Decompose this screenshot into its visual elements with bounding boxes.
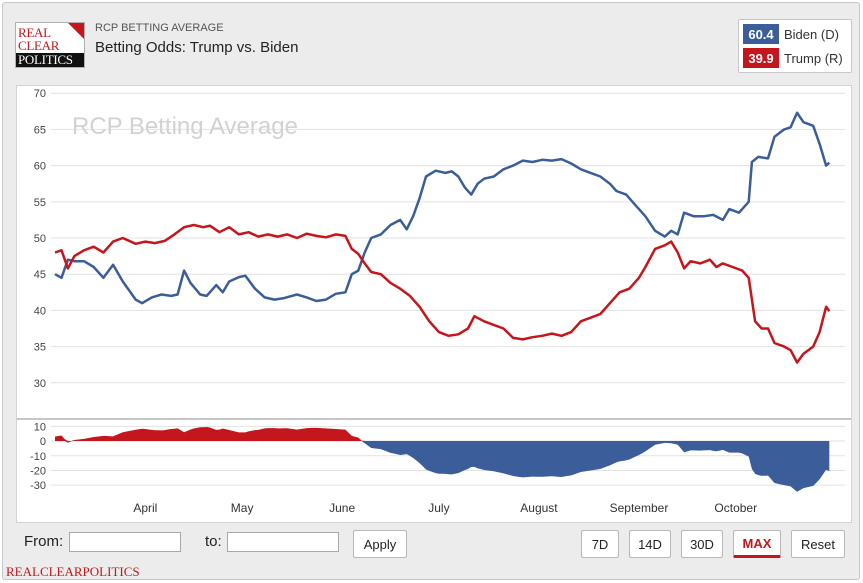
rcp-logo: REAL CLEAR POLITICS (15, 22, 85, 68)
range-max-button[interactable]: MAX (733, 530, 781, 558)
trump-line (54, 223, 831, 364)
biden-line (54, 111, 831, 305)
y-tick-label: 40 (34, 305, 46, 317)
spread-area-trump (55, 426, 830, 442)
month-label: August (520, 501, 558, 515)
widget-title: Betting Odds: Trump vs. Biden (95, 39, 299, 56)
month-label: July (428, 501, 449, 515)
y-tick-label: 60 (34, 161, 46, 173)
plot-area: 30 35 40 45 50 55 60 65 70 RCP Betting Average 1… (16, 85, 852, 523)
month-label: September (610, 501, 669, 515)
to-label: to: (205, 533, 222, 550)
month-label: October (714, 501, 757, 515)
legend-value-trump: 39.9 (743, 48, 779, 68)
y-tick-label: 30 (34, 378, 46, 390)
y-tick-label: 55 (34, 197, 46, 209)
spread-tick-label: -10 (30, 451, 46, 463)
from-date-input[interactable] (69, 532, 181, 552)
y-tick-label: 70 (34, 88, 46, 100)
y-tick-label: 50 (34, 233, 46, 245)
spread-tick-label: -30 (30, 480, 46, 492)
month-label: May (231, 501, 254, 515)
widget-kicker: RCP BETTING AVERAGE (95, 22, 224, 34)
chart-watermark: RCP Betting Average (72, 113, 298, 140)
month-label: April (133, 501, 157, 515)
legend-item-trump: 39.9 Trump (R) (743, 48, 843, 68)
betting-chart: 30 35 40 45 50 55 60 65 70 RCP Betting Average 1… (17, 88, 851, 515)
legend-value-biden: 60.4 (743, 24, 779, 44)
month-label: June (329, 501, 355, 515)
footer-brand: REALCLEARPOLITICS (6, 564, 140, 579)
legend-item-biden: 60.4 Biden (D) (743, 24, 839, 44)
range-14d-button[interactable]: 14D (629, 530, 671, 558)
spread-tick-label: -20 (30, 465, 46, 477)
y-tick-label: 45 (34, 269, 46, 281)
legend-label-biden: Biden (D) (784, 26, 839, 42)
legend-label-trump: Trump (R) (784, 50, 843, 66)
range-7d-button[interactable]: 7D (581, 530, 619, 558)
y-tick-label: 35 (34, 342, 46, 354)
range-30d-button[interactable]: 30D (681, 530, 723, 558)
apply-button[interactable]: Apply (353, 530, 407, 558)
spread-tick-label: 0 (40, 436, 46, 448)
legend: 60.4 Biden (D) 39.9 Trump (R) (738, 19, 852, 73)
to-date-input[interactable] (227, 532, 339, 552)
from-label: From: (24, 533, 64, 550)
reset-button[interactable]: Reset (791, 530, 845, 558)
spread-area-biden (55, 441, 830, 492)
y-tick-label: 65 (34, 124, 46, 136)
spread-tick-label: 10 (34, 421, 46, 433)
